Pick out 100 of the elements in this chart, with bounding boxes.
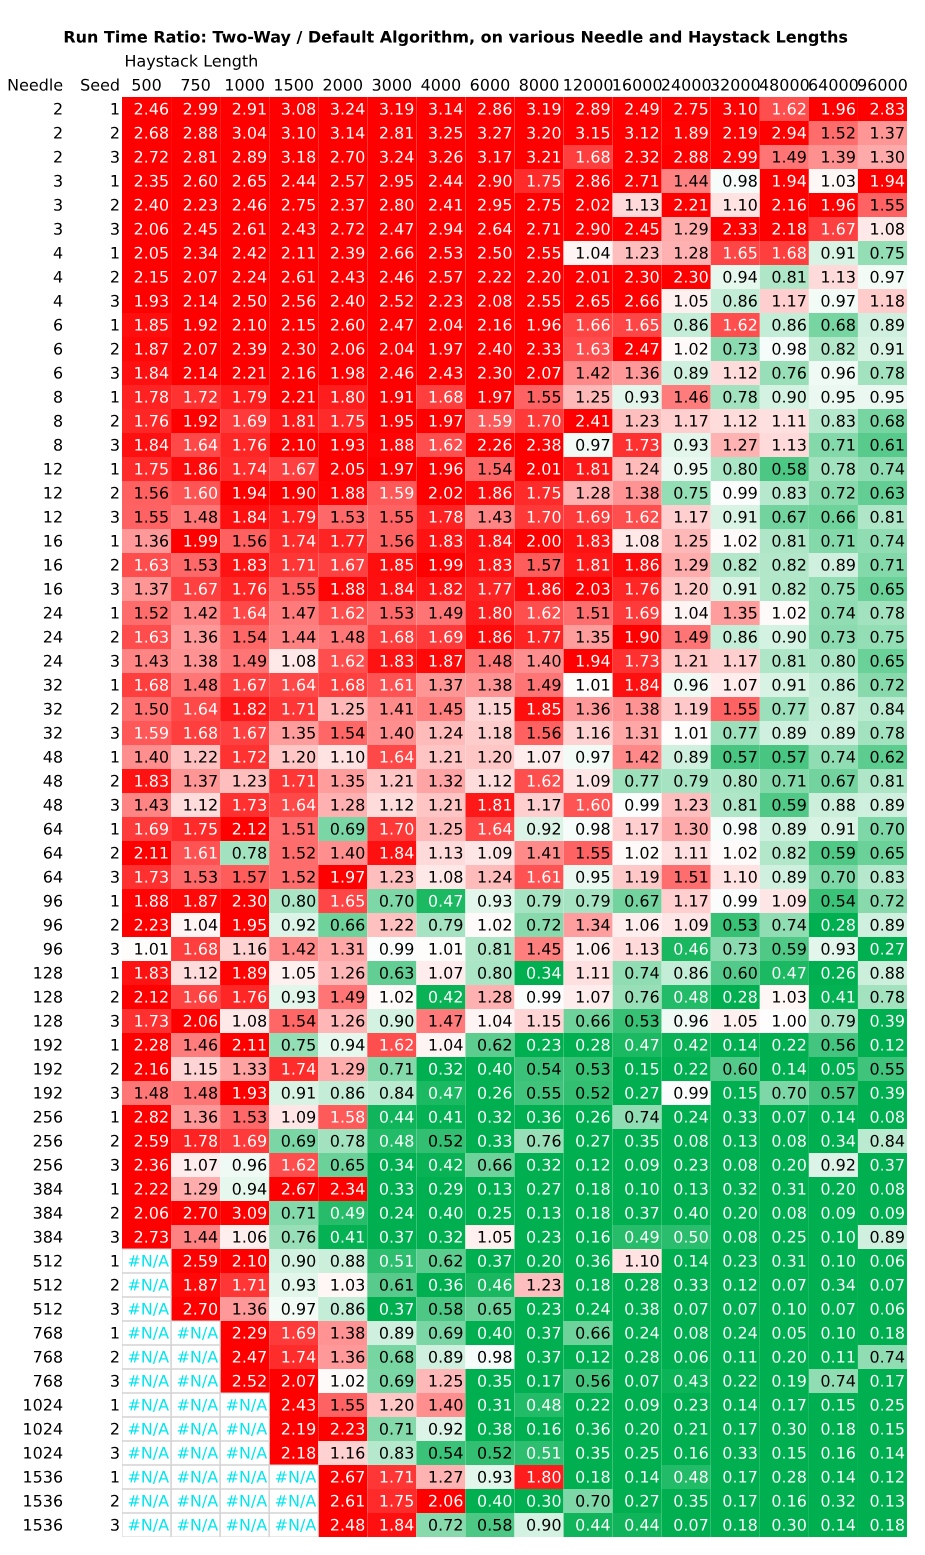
data-label: 0.70 — [772, 1086, 806, 1099]
data-label: 2.19 — [281, 1422, 316, 1435]
data-label: 2.90 — [478, 174, 512, 187]
data-label: 1.48 — [184, 678, 218, 691]
data-label: 0.09 — [821, 1206, 855, 1219]
data-label: 1.84 — [135, 438, 169, 451]
data-label: 3.20 — [527, 126, 561, 139]
data-label: 0.65 — [330, 1158, 364, 1171]
data-label: 0.71 — [379, 1422, 413, 1435]
y2-tick-label: 1 — [111, 894, 119, 907]
data-label: 1.49 — [429, 606, 463, 619]
y-tick-label: 96 — [43, 918, 63, 931]
text: #N/A — [226, 1494, 268, 1509]
data-label: 2.24 — [232, 270, 267, 283]
data-label: 1.97 — [478, 390, 512, 403]
data-label: 1.64 — [184, 438, 218, 451]
data-label: 2.61 — [330, 1494, 364, 1507]
data-label: 1.61 — [380, 678, 413, 691]
data-label: 1.82 — [429, 582, 462, 595]
x-tick-label: 2000 — [323, 78, 363, 91]
y-tick-label: 4 — [53, 294, 63, 307]
data-label: 0.08 — [723, 1230, 757, 1243]
data-label: 1.84 — [380, 582, 414, 595]
text: #N/A — [275, 1518, 317, 1533]
data-label: 1.72 — [233, 750, 266, 763]
data-label: 1.95 — [233, 918, 266, 931]
data-label: 2.11 — [134, 846, 168, 859]
data-label: 2.43 — [429, 366, 463, 379]
data-label: 1.49 — [233, 654, 267, 667]
y2-tick-label: 1 — [111, 966, 119, 979]
data-label: 0.09 — [870, 1206, 904, 1219]
data-label: 0.76 — [772, 366, 806, 379]
y-tick-label: 6 — [54, 366, 63, 379]
data-label: 0.32 — [478, 1110, 511, 1123]
data-label: 1.62 — [429, 438, 462, 451]
data-label: 1.73 — [625, 654, 659, 667]
data-label: 1.21 — [429, 798, 462, 811]
data-label: 1.70 — [527, 414, 561, 427]
data-label: 0.18 — [870, 1518, 904, 1531]
data-label: 0.50 — [674, 1230, 708, 1243]
data-label: 1.66 — [576, 318, 610, 331]
data-label: 0.90 — [281, 1254, 316, 1267]
data-label: 1.63 — [135, 630, 168, 643]
data-label: 0.34 — [527, 966, 561, 979]
data-label: 0.42 — [428, 1158, 462, 1171]
y2-tick-label: 3 — [111, 438, 119, 451]
data-label: 1.68 — [331, 678, 365, 691]
data-label: 1.75 — [380, 1494, 414, 1507]
y2-tick-label: 3 — [111, 1014, 119, 1027]
data-label: 0.52 — [478, 1446, 511, 1459]
data-label: 0.94 — [232, 1182, 267, 1195]
data-label: 2.81 — [380, 126, 413, 139]
data-label: 2.53 — [429, 246, 463, 259]
data-label: 1.51 — [576, 606, 610, 619]
data-label: 1.13 — [822, 270, 855, 283]
data-label: 1.38 — [184, 654, 218, 667]
data-label: 3.17 — [478, 150, 512, 163]
data-label: 0.66 — [576, 1326, 610, 1339]
data-label: 1.77 — [478, 582, 512, 595]
data-label: 0.08 — [723, 1158, 757, 1171]
data-label: 0.13 — [723, 1134, 757, 1147]
data-label: 1.65 — [331, 894, 364, 907]
data-label: 1.54 — [282, 1014, 316, 1027]
data-label: 1.05 — [674, 294, 708, 307]
data-label: 2.72 — [330, 222, 364, 235]
y-tick-label: 256 — [33, 1158, 63, 1171]
data-label: 1.25 — [429, 1374, 463, 1387]
x-tick-label: 1500 — [275, 78, 313, 91]
data-label: 1.94 — [773, 174, 807, 187]
data-label: 2.43 — [330, 270, 365, 283]
data-label: 1.38 — [478, 678, 512, 691]
data-label: 0.44 — [625, 1518, 659, 1531]
data-label: 0.32 — [723, 1182, 757, 1195]
data-label: 2.66 — [625, 294, 659, 307]
data-label: 2.86 — [576, 174, 610, 187]
data-label: 1.55 — [380, 510, 414, 523]
y-tick-label: 8 — [54, 390, 63, 403]
data-label: 1.63 — [576, 342, 610, 355]
y-tick-label: 32 — [44, 678, 62, 691]
data-label: 1.39 — [822, 150, 855, 163]
data-label: 1.87 — [184, 1278, 217, 1291]
data-label: 1.58 — [331, 1110, 365, 1123]
data-label: 1.55 — [135, 510, 168, 523]
data-label: 1.84 — [478, 534, 512, 547]
data-label: 1.64 — [380, 750, 414, 763]
x-tick-label: 500 — [132, 78, 161, 91]
y2-tick-label: 3 — [111, 1158, 119, 1171]
data-label: 0.36 — [428, 1278, 463, 1291]
y2-tick-label: 1 — [111, 1326, 119, 1339]
data-label: 1.12 — [478, 774, 511, 787]
data-label: 0.75 — [281, 1038, 315, 1051]
data-label: 0.12 — [576, 1350, 610, 1363]
y2-tick-label: 1 — [111, 462, 119, 475]
y-tick-label: 24 — [43, 606, 63, 619]
data-label: 0.30 — [772, 1518, 806, 1531]
data-label: 1.44 — [184, 1230, 218, 1243]
data-label: 0.59 — [772, 798, 806, 811]
data-label: 1.85 — [135, 318, 168, 331]
data-label: 1.48 — [184, 1086, 218, 1099]
y-tick-label: 192 — [34, 1038, 62, 1051]
